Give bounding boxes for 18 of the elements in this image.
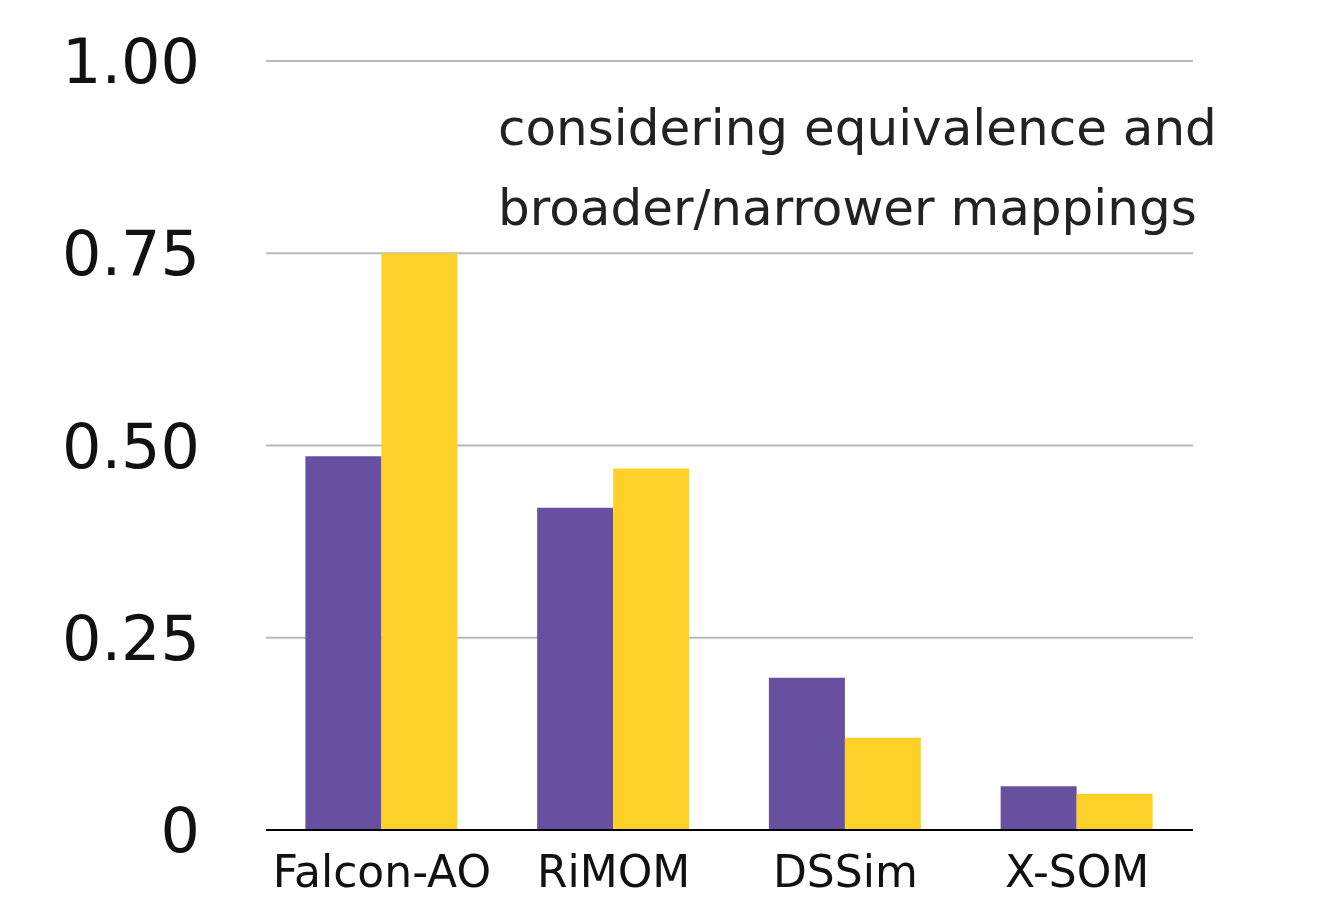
y-tick-label: 0.25 — [61, 601, 200, 675]
bar — [613, 468, 690, 830]
bar — [844, 737, 921, 830]
bar — [537, 507, 614, 830]
y-tick-label: 0 — [160, 794, 200, 868]
bar — [305, 456, 382, 830]
x-tick-label: X-SOM — [1004, 846, 1150, 898]
y-tick-label: 0.50 — [61, 409, 200, 483]
annotation: considering equivalence and broader/narrower mappings — [498, 98, 1218, 239]
x-tick-label: DSSim — [772, 846, 918, 898]
bar — [381, 253, 458, 830]
y-tick-label: 0.75 — [61, 217, 200, 291]
y-tick-label: 1.00 — [61, 25, 200, 99]
bar — [768, 677, 845, 830]
x-tick-label: Falcon-AO — [272, 846, 492, 898]
x-tick-label: RiMOM — [536, 846, 691, 898]
bar — [1000, 786, 1077, 830]
bar — [1076, 793, 1153, 830]
